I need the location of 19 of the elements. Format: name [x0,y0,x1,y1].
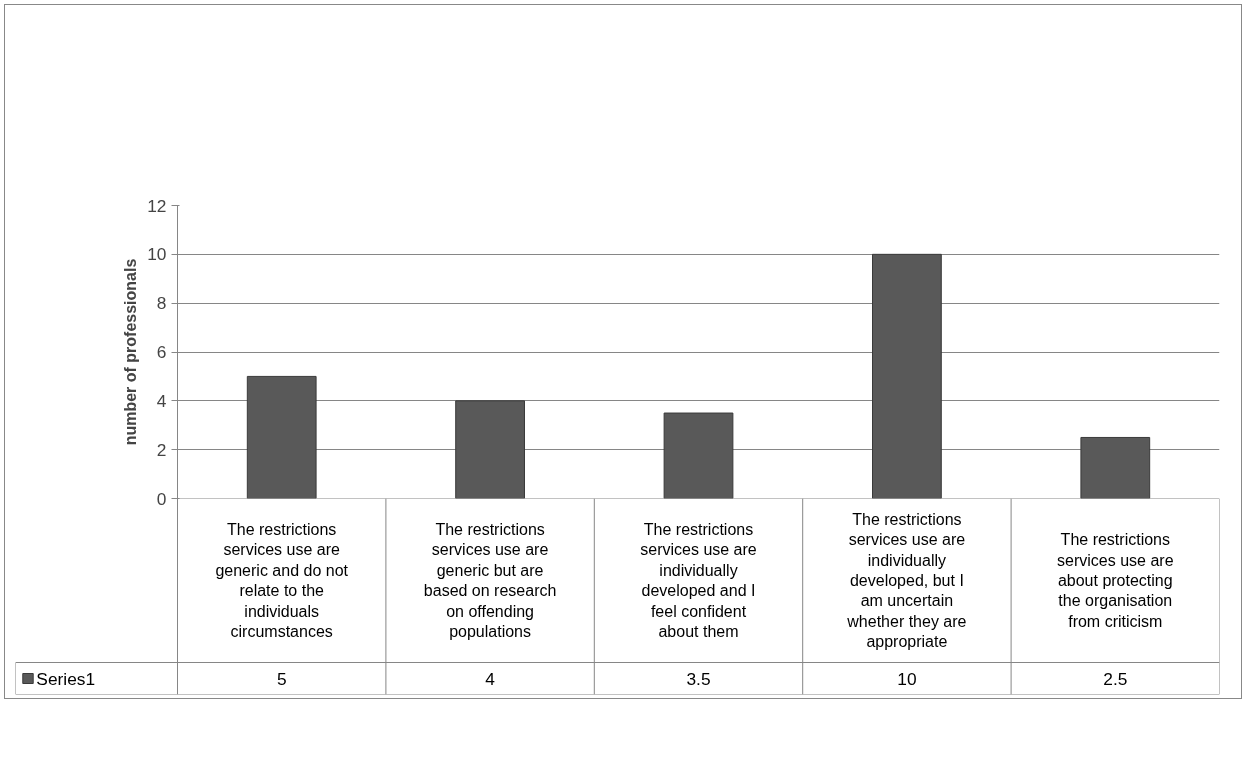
y-tick-label: 10 [147,244,167,265]
y-tick-label: 2 [156,439,167,460]
x-tick-label: The restrictions services use are about protecting the organisation from criticism [1057,531,1174,630]
data-label: 4 [485,668,496,689]
data-label: 2.5 [1103,668,1128,689]
data-label: 5 [276,668,287,689]
y-tick-label: 0 [156,488,167,509]
data-label: 10 [897,668,917,689]
y-axis-title: number of professionals [122,258,140,446]
y-tick-label: 6 [156,342,167,362]
x-tick-label: The restrictions services use are generic and do not relate to the individuals circumstances [215,521,349,640]
x-tick-label: The restrictions services use are generic but are based on research on offending populations [423,521,557,640]
x-tick-label: The restrictions services use are individually developed, but I am uncertain whether they are appropriate [846,510,967,651]
x-tick-label: The restrictions services use are individually developed and I feel confident about them [640,521,757,640]
legend-label: Series1 [36,668,96,689]
y-tick-label: 8 [156,293,167,314]
y-tick-label: 12 [147,195,167,216]
y-tick-label: 4 [156,390,167,411]
data-label: 3.5 [686,668,711,689]
